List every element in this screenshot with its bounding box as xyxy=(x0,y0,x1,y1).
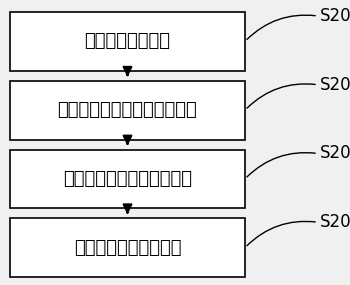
Text: S202: S202 xyxy=(320,76,350,94)
Text: 对各部分数据分量进行预测: 对各部分数据分量进行预测 xyxy=(63,170,192,188)
Bar xyxy=(10,81,245,139)
Bar xyxy=(10,12,245,71)
Text: 原始数据的预处理: 原始数据的预处理 xyxy=(84,32,170,50)
Text: 叠加各预测结果并输出: 叠加各预测结果并输出 xyxy=(74,239,181,256)
Text: S204: S204 xyxy=(320,213,350,231)
Text: 对历史负荷数据进行频域分解: 对历史负荷数据进行频域分解 xyxy=(58,101,197,119)
Bar xyxy=(10,218,245,277)
Text: S203: S203 xyxy=(320,144,350,162)
Bar xyxy=(10,150,245,208)
Text: S201: S201 xyxy=(320,7,350,25)
